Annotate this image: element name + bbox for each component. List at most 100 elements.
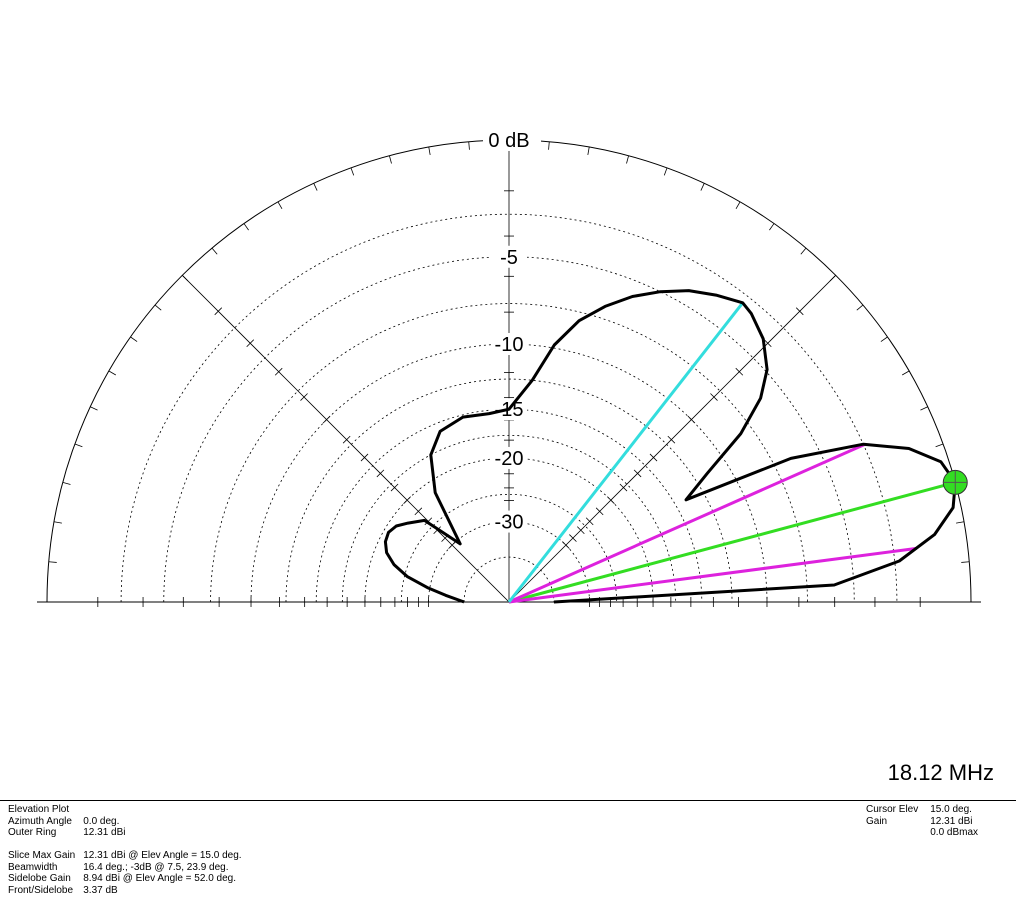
- grid-spoke: [182, 275, 510, 603]
- ring-tick: [700, 183, 705, 191]
- ring-tick: [800, 247, 807, 255]
- info-row-4: Beamwidth 16.4 deg.; -3dB @ 7.5, 23.9 deg…: [8, 862, 242, 874]
- info-value: 12.31 dBi @ Elev Angle = 15.0 deg.: [83, 850, 242, 861]
- cursor-row-0: Cursor Elev 15.0 deg.: [866, 804, 978, 816]
- spoke-tick: [795, 307, 804, 316]
- ring-label: -5: [500, 247, 518, 269]
- spoke-tick: [576, 526, 585, 535]
- spoke-tick: [390, 483, 399, 492]
- spoke-tick: [246, 339, 255, 348]
- ring-tick: [663, 167, 668, 176]
- ring-tick: [53, 521, 62, 524]
- spoke-tick: [448, 541, 456, 549]
- info-value: 16.4 deg.; -3dB @ 7.5, 23.9 deg.: [83, 861, 229, 873]
- ring-tick: [211, 247, 218, 255]
- ring-tick: [626, 155, 629, 164]
- spoke-tick: [414, 507, 423, 516]
- ring-label: -30: [495, 512, 524, 534]
- spoke-tick: [569, 534, 577, 542]
- info-row-6: Front/Sidelobe 3.37 dB: [8, 885, 242, 897]
- grid-ring: [210, 303, 808, 603]
- info-row-1: Azimuth Angle 0.0 deg.: [8, 816, 242, 828]
- ring-tick: [48, 561, 57, 563]
- ring-tick: [856, 304, 864, 311]
- ring-tick: [880, 336, 888, 342]
- ring-tick: [130, 336, 138, 342]
- ring-tick: [389, 155, 392, 164]
- ring-tick: [108, 370, 117, 376]
- ring-tick: [468, 141, 470, 150]
- line-beam-edge-low: [508, 546, 917, 604]
- ring-tick: [769, 223, 775, 231]
- info-value: 3.37 dB: [83, 884, 118, 896]
- line-max-gain: [508, 480, 956, 604]
- spoke-tick: [649, 453, 658, 462]
- info-value: 8.94 dBi @ Elev Angle = 52.0 deg.: [83, 873, 237, 884]
- ring-tick: [548, 141, 550, 150]
- ring-tick: [829, 275, 836, 282]
- cursor-value: 12.31 dBi: [930, 815, 973, 827]
- elevation-plot: 0 dB-5-10-15-20-30: [37, 129, 981, 607]
- ring-label: 0 dB: [488, 130, 529, 152]
- ring-tick: [961, 561, 970, 563]
- ring-label-bg: [483, 129, 541, 151]
- spoke-tick: [214, 307, 223, 316]
- spoke-tick: [687, 415, 696, 424]
- spoke-tick: [595, 507, 604, 516]
- cursor-key: [866, 827, 930, 839]
- spoke-tick: [562, 541, 570, 549]
- plot-info-panel: Elevation Plot Azimuth Angle 0.0 deg. Out…: [8, 804, 242, 896]
- ring-tick: [243, 223, 249, 231]
- line-beam-edge-high: [508, 442, 866, 604]
- ring-tick: [350, 167, 355, 176]
- info-key: Slice Max Gain: [8, 850, 76, 861]
- ring-label-bg: [491, 446, 527, 469]
- grid-ring: [163, 256, 855, 603]
- cursor-key: Cursor Elev: [866, 804, 919, 815]
- ring-tick: [428, 146, 431, 155]
- cursor-info-panel: Cursor Elev 15.0 deg. Gain 12.31 dBi 0.0 d…: [866, 804, 978, 839]
- spoke-tick: [403, 496, 411, 504]
- spoke-tick: [619, 483, 628, 492]
- ring-tick: [901, 370, 910, 376]
- pattern-curve: [383, 289, 957, 604]
- spoke-tick: [710, 393, 718, 401]
- cursor-value: 15.0 deg.: [930, 804, 972, 815]
- spoke-tick: [763, 339, 772, 348]
- cursor-row-1: Gain 12.31 dBi: [866, 816, 978, 828]
- info-value: 12.31 dBi: [83, 827, 126, 838]
- info-value: [83, 804, 241, 816]
- frequency-label: 18.12 MHz: [887, 760, 994, 785]
- spoke-tick: [376, 469, 385, 478]
- spoke-tick: [607, 496, 615, 504]
- ring-label: -20: [495, 448, 524, 470]
- spoke-tick: [585, 517, 594, 526]
- info-key: Azimuth Angle: [8, 815, 72, 827]
- grid-ring: [250, 343, 768, 603]
- spoke-tick: [274, 367, 283, 376]
- info-row-2: Outer Ring 12.31 dBi: [8, 827, 242, 839]
- ring-label-bg: [491, 510, 527, 533]
- ring-tick: [277, 201, 283, 210]
- spoke-tick: [633, 469, 642, 478]
- ring-tick: [313, 183, 318, 191]
- info-key: Elevation Plot: [8, 804, 70, 815]
- ring-label-bg: [491, 245, 527, 268]
- info-row-0: Elevation Plot: [8, 804, 242, 816]
- info-key: Beamwidth: [8, 861, 58, 873]
- divider: [0, 800, 1016, 801]
- grid-ring: [400, 493, 618, 603]
- cursor-key: Gain: [866, 815, 888, 827]
- info-row-5: Sidelobe Gain 8.94 dBi @ Elev Angle = 52.…: [8, 873, 242, 885]
- spoke-tick: [322, 415, 331, 424]
- grid-ring: [120, 213, 898, 603]
- line-sidelobe: [507, 301, 744, 603]
- info-value: 0.0 deg.: [83, 815, 120, 827]
- info-row-3: Slice Max Gain 12.31 dBi @ Elev Angle = 1…: [8, 850, 242, 862]
- spoke-tick: [360, 453, 369, 462]
- ring-tick: [74, 443, 83, 448]
- cursor-value: 0.0 dBmax: [930, 827, 979, 838]
- ring-tick: [735, 201, 741, 210]
- spoke-tick: [300, 393, 308, 401]
- ring-tick: [90, 406, 98, 411]
